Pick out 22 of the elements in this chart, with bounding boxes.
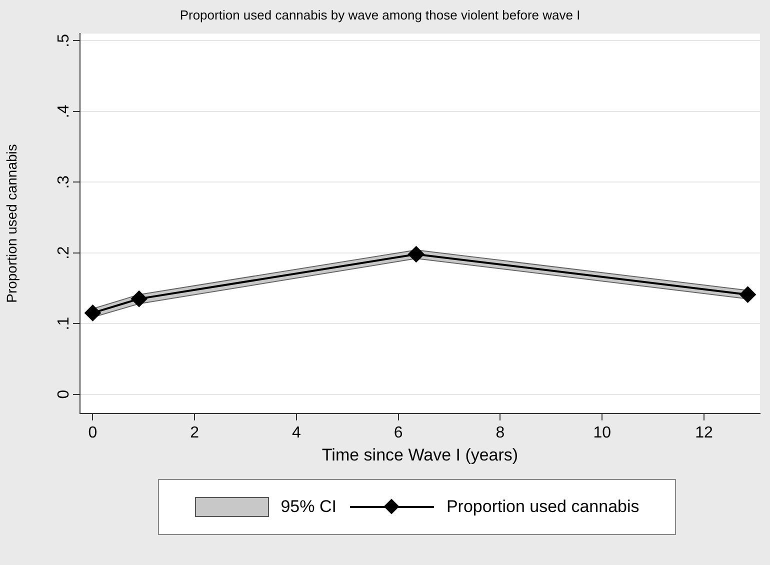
x-tick-label: 8: [496, 424, 505, 442]
point: [740, 286, 756, 303]
y-tick-label: 0: [55, 390, 72, 399]
text: 95% CI: [280, 497, 336, 517]
x-tick-label: 2: [190, 424, 200, 442]
y-tick-label: .4: [55, 104, 72, 118]
y-tick-label: .2: [55, 246, 72, 260]
legend-label: Proportion used cannabis: [446, 497, 640, 517]
point: [131, 290, 148, 307]
chart-title: Proportion used cannabis by wave among those violent before wave I: [180, 7, 580, 22]
y-tick-label: .5: [55, 34, 72, 48]
x-tick-label: 4: [292, 424, 302, 442]
x-tick-label: 10: [593, 424, 612, 442]
x-axis-title: Time since Wave I (years): [322, 445, 518, 464]
y-tick-label: .1: [55, 316, 72, 330]
y-axis-title: Proportion used cannabis: [3, 144, 20, 303]
point: [84, 304, 101, 321]
x-tick-label: 0: [88, 424, 98, 442]
x-tick-label: 12: [695, 424, 713, 442]
x-tick-label: 6: [394, 424, 403, 442]
y-tick-label: .3: [55, 175, 72, 189]
point: [408, 246, 424, 262]
